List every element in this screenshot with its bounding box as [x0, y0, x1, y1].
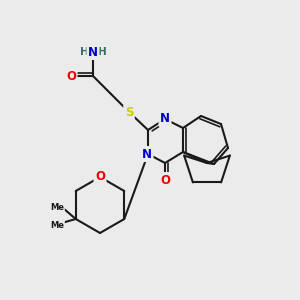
Text: O: O	[160, 173, 170, 187]
Text: Me: Me	[50, 220, 64, 230]
Text: N: N	[142, 148, 152, 160]
Text: Me: Me	[50, 202, 64, 211]
Text: S: S	[125, 106, 133, 118]
Text: H: H	[80, 47, 88, 57]
Text: H: H	[98, 47, 106, 57]
Text: N: N	[160, 112, 170, 125]
Text: O: O	[95, 170, 105, 184]
Text: O: O	[66, 70, 76, 83]
Text: N: N	[88, 46, 98, 59]
